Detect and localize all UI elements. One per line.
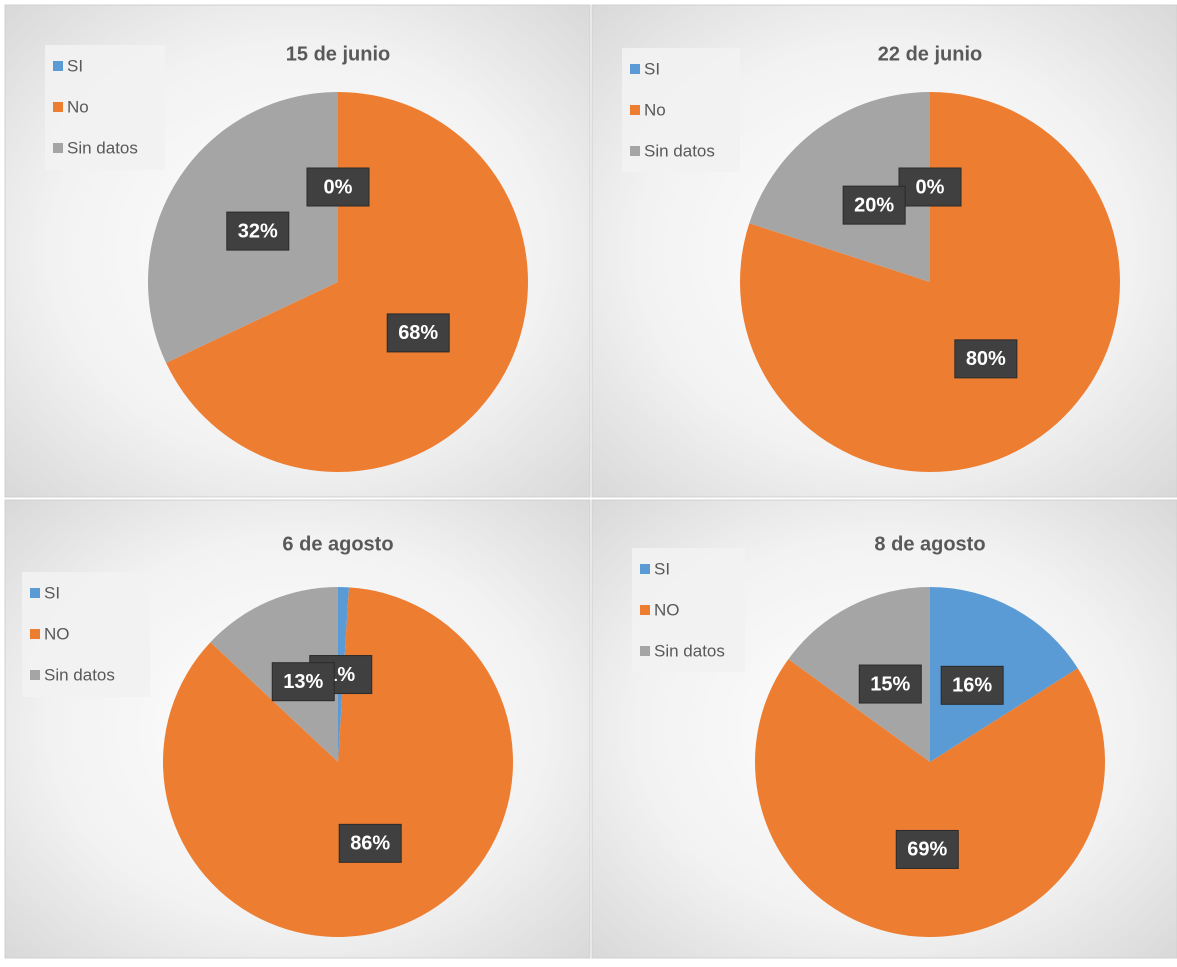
legend-label: Sin datos [44,665,115,684]
chart-title: 15 de junio [286,43,390,65]
data-label-box [898,167,962,207]
data-label: 13% [283,671,323,693]
data-label-box [954,339,1018,379]
legend-box [622,48,740,172]
data-label: 20% [854,194,894,216]
legend-label: Sin datos [67,138,138,157]
data-label: 68% [398,322,438,344]
legend-swatch [53,102,63,112]
data-label-box [386,313,450,353]
legend-swatch [630,105,640,115]
pie-slice [755,659,1105,937]
legend-label: SI [67,56,83,75]
data-label: 0% [916,176,945,198]
pie-slice [163,587,514,938]
pie-slice [166,92,528,473]
pie-slice [749,92,930,282]
legend-box [632,548,745,672]
data-label-box [306,167,370,207]
legend-swatch [630,146,640,156]
legend-label: SI [654,559,670,578]
legend-label: NO [44,624,70,643]
data-label-box [895,829,959,869]
legend-swatch [53,61,63,71]
legend-swatch [53,143,63,153]
legend-swatch [30,629,40,639]
data-label-box [940,665,1004,705]
legend-label: Sin datos [644,141,715,160]
data-label: 32% [238,220,278,242]
data-label: 69% [907,839,947,861]
chart-title: 6 de agosto [282,533,393,555]
data-label-box [842,185,906,225]
data-label-box [271,662,335,702]
data-label: 0% [324,176,353,198]
legend-box [45,45,165,170]
data-label-box [338,823,402,863]
legend-swatch [630,64,640,74]
legend-box [22,572,150,697]
legend-swatch [640,605,650,615]
legend-swatch [640,564,650,574]
data-label: 86% [350,833,390,855]
legend-label: No [67,97,89,116]
chart-title: 8 de agosto [874,533,985,555]
legend-swatch [30,670,40,680]
legend-label: SI [44,583,60,602]
data-label: 80% [966,348,1006,370]
legend-label: NO [654,600,680,619]
legend-label: No [644,100,666,119]
pie-slice [930,587,1078,762]
legend-swatch [640,646,650,656]
chart-title: 22 de junio [878,43,982,65]
data-label-box [226,211,290,251]
data-label-box [858,664,922,704]
data-label: 15% [870,673,910,695]
legend-label: SI [644,59,660,78]
data-label: 16% [952,675,992,697]
legend-label: Sin datos [654,641,725,660]
legend-swatch [30,588,40,598]
